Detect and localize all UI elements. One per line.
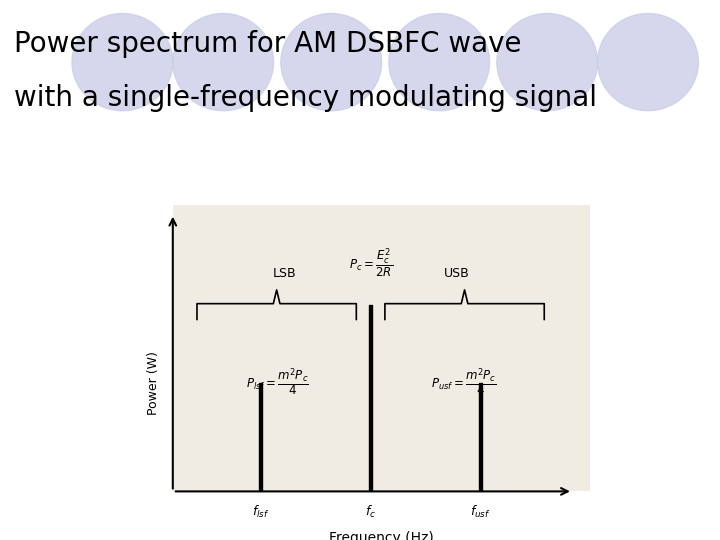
Text: $f_c$: $f_c$: [365, 504, 376, 521]
Text: $f_{usf}$: $f_{usf}$: [470, 504, 491, 521]
Text: USB: USB: [444, 267, 469, 280]
Text: Power (W): Power (W): [146, 350, 160, 415]
Text: LSB: LSB: [273, 267, 297, 280]
Ellipse shape: [389, 14, 490, 111]
Text: Frequency (Hz): Frequency (Hz): [329, 531, 434, 540]
Text: $P_{usf} = \dfrac{m^2 P_c}{4}$: $P_{usf} = \dfrac{m^2 P_c}{4}$: [431, 367, 497, 399]
Ellipse shape: [173, 14, 274, 111]
Text: $P_{lsf} = \dfrac{m^2 P_c}{4}$: $P_{lsf} = \dfrac{m^2 P_c}{4}$: [246, 367, 309, 399]
Text: with a single-frequency modulating signal: with a single-frequency modulating signa…: [14, 84, 598, 112]
Text: $P_c = \dfrac{E_c^{2}}{2R}$: $P_c = \dfrac{E_c^{2}}{2R}$: [348, 246, 392, 279]
Text: Power spectrum for AM DSBFC wave: Power spectrum for AM DSBFC wave: [14, 30, 522, 58]
Ellipse shape: [281, 14, 382, 111]
Ellipse shape: [497, 14, 598, 111]
Ellipse shape: [598, 14, 698, 111]
Text: $f_{lsf}$: $f_{lsf}$: [252, 504, 269, 521]
Ellipse shape: [72, 14, 173, 111]
